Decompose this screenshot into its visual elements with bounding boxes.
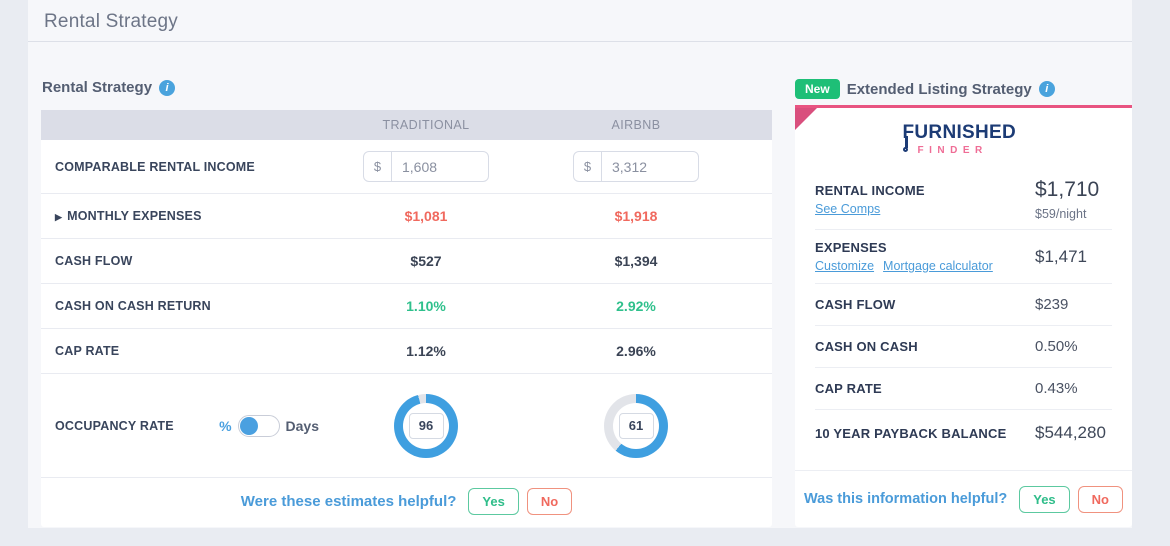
mortgage-calculator-link[interactable]: Mortgage calculator: [883, 259, 993, 273]
traditional-coc-value: 1.10%: [406, 298, 446, 314]
toggle-knob: [239, 416, 258, 435]
page-title: Rental Strategy: [44, 11, 178, 32]
payback-balance-value: $544,280: [1035, 423, 1106, 442]
airbnb-income-value[interactable]: 3,312: [612, 158, 648, 175]
traditional-expenses-value: $1,081: [404, 208, 448, 224]
nightly-rate-value: $59/night: [1035, 207, 1087, 221]
logo-key-stem: [904, 136, 908, 148]
extended-listing-card: FURNISHED FINDER RENTAL INCOME See Comps…: [795, 105, 1132, 527]
customize-link[interactable]: Customize: [815, 259, 875, 273]
toggle-option-days[interactable]: Days: [285, 417, 319, 434]
extended-listing-section-title: Extended Listing Strategy: [846, 80, 1032, 98]
corner-ribbon: [795, 108, 817, 130]
column-header-airbnb: AIRBNB: [611, 118, 661, 132]
table-row-monthly-expenses: ▶ MONTHLY EXPENSES $1,081 $1,918: [41, 194, 772, 239]
rental-strategy-section-header: Rental Strategy i: [42, 79, 176, 96]
row-rental-income: RENTAL INCOME See Comps $1,710 $59/night: [815, 170, 1112, 230]
title-divider: [28, 41, 1132, 42]
row-label: CAP RATE: [815, 381, 882, 396]
row-label: CASH FLOW: [815, 297, 896, 312]
row-label: MONTHLY EXPENSES: [67, 209, 202, 223]
traditional-occupancy-donut: 96: [394, 393, 458, 458]
information-feedback-bar: Was this information helpful? Yes No: [795, 470, 1132, 527]
airbnb-occupancy-donut: 61: [604, 393, 668, 458]
info-icon[interactable]: i: [1038, 81, 1055, 97]
row-expenses: EXPENSES Customize Mortgage calculator $…: [815, 230, 1112, 284]
expand-arrow-icon: ▶: [55, 212, 63, 222]
table-row-cash-flow: CASH FLOW $527 $1,394: [41, 239, 772, 284]
monthly-expenses-expander[interactable]: ▶ MONTHLY EXPENSES: [41, 209, 321, 223]
table-row-cap-rate: CAP RATE 1.12% 2.96%: [41, 329, 772, 374]
currency-prefix: $: [574, 152, 602, 181]
estimates-feedback-bar: Were these estimates helpful? Yes No: [41, 478, 772, 524]
traditional-income-value[interactable]: 1,608: [402, 158, 438, 175]
percent-days-toggle[interactable]: [237, 414, 280, 437]
no-button[interactable]: No: [1077, 485, 1124, 513]
row-label: CASH ON CASH RETURN: [55, 299, 211, 313]
row-payback-balance: 10 YEAR PAYBACK BALANCE $544,280: [815, 410, 1112, 456]
info-icon[interactable]: i: [159, 79, 176, 96]
row-cash-on-cash: CASH ON CASH 0.50%: [815, 326, 1112, 368]
rental-income-value: $1,710: [1035, 178, 1100, 201]
yes-button[interactable]: Yes: [468, 487, 519, 515]
cash-flow-value: $239: [1035, 296, 1069, 313]
feedback-question: Was this information helpful?: [803, 491, 1008, 507]
main-content: Rental Strategy Rental Strategy i New Ex…: [28, 0, 1132, 528]
table-row-occupancy-rate: OCCUPANCY RATE % Days 96 61: [41, 374, 772, 478]
traditional-occupancy-input[interactable]: 96: [408, 412, 444, 439]
currency-prefix: $: [364, 152, 392, 181]
airbnb-cap-rate-value: 2.96%: [616, 343, 656, 359]
strategy-table-header: TRADITIONAL AIRBNB: [41, 110, 772, 140]
row-label: EXPENSES: [815, 240, 887, 255]
row-label: COMPARABLE RENTAL INCOME: [55, 159, 255, 174]
airbnb-rental-income-input[interactable]: $ 3,312: [573, 151, 699, 182]
logo-text-furnished: FURNISHED: [902, 122, 1017, 143]
row-cap-rate: CAP RATE 0.43%: [815, 368, 1112, 410]
airbnb-occupancy-input[interactable]: 61: [618, 412, 654, 439]
row-label: CASH FLOW: [55, 254, 133, 268]
logo-text-finder: FINDER: [917, 145, 988, 156]
row-label: OCCUPANCY RATE: [55, 418, 174, 433]
table-row-cash-on-cash-return: CASH ON CASH RETURN 1.10% 2.92%: [41, 284, 772, 329]
expenses-value: $1,471: [1035, 246, 1087, 266]
traditional-cap-rate-value: 1.12%: [406, 343, 446, 359]
column-header-traditional: TRADITIONAL: [382, 118, 470, 132]
table-row-comparable-rental-income: COMPARABLE RENTAL INCOME $ 1,608 $ 3,312: [41, 140, 772, 194]
see-comps-link[interactable]: See Comps: [815, 202, 881, 216]
new-badge: New: [795, 79, 840, 99]
rental-strategy-card: TRADITIONAL AIRBNB COMPARABLE RENTAL INC…: [41, 110, 772, 527]
rental-strategy-section-title: Rental Strategy: [42, 79, 153, 96]
toggle-option-percent[interactable]: %: [219, 417, 232, 434]
furnished-finder-logo: FURNISHED FINDER: [902, 122, 1025, 162]
extended-listing-section-header: New Extended Listing Strategy i: [795, 79, 1055, 99]
traditional-rental-income-input[interactable]: $ 1,608: [363, 151, 489, 182]
logo-key-icon: [902, 147, 908, 152]
yes-button[interactable]: Yes: [1019, 485, 1070, 513]
row-label: CASH ON CASH: [815, 339, 918, 354]
airbnb-expenses-value: $1,918: [614, 208, 658, 224]
row-cash-flow: CASH FLOW $239: [815, 284, 1112, 326]
cash-on-cash-value: 0.50%: [1035, 338, 1078, 355]
traditional-cash-flow-value: $527: [410, 253, 442, 269]
no-button[interactable]: No: [526, 487, 573, 515]
airbnb-cash-flow-value: $1,394: [614, 253, 658, 269]
cap-rate-value: 0.43%: [1035, 380, 1078, 397]
row-label: RENTAL INCOME: [815, 183, 925, 198]
row-label: CAP RATE: [55, 344, 120, 358]
feedback-question: Were these estimates helpful?: [240, 492, 457, 510]
airbnb-coc-value: 2.92%: [616, 298, 656, 314]
row-label: 10 YEAR PAYBACK BALANCE: [815, 425, 1007, 441]
